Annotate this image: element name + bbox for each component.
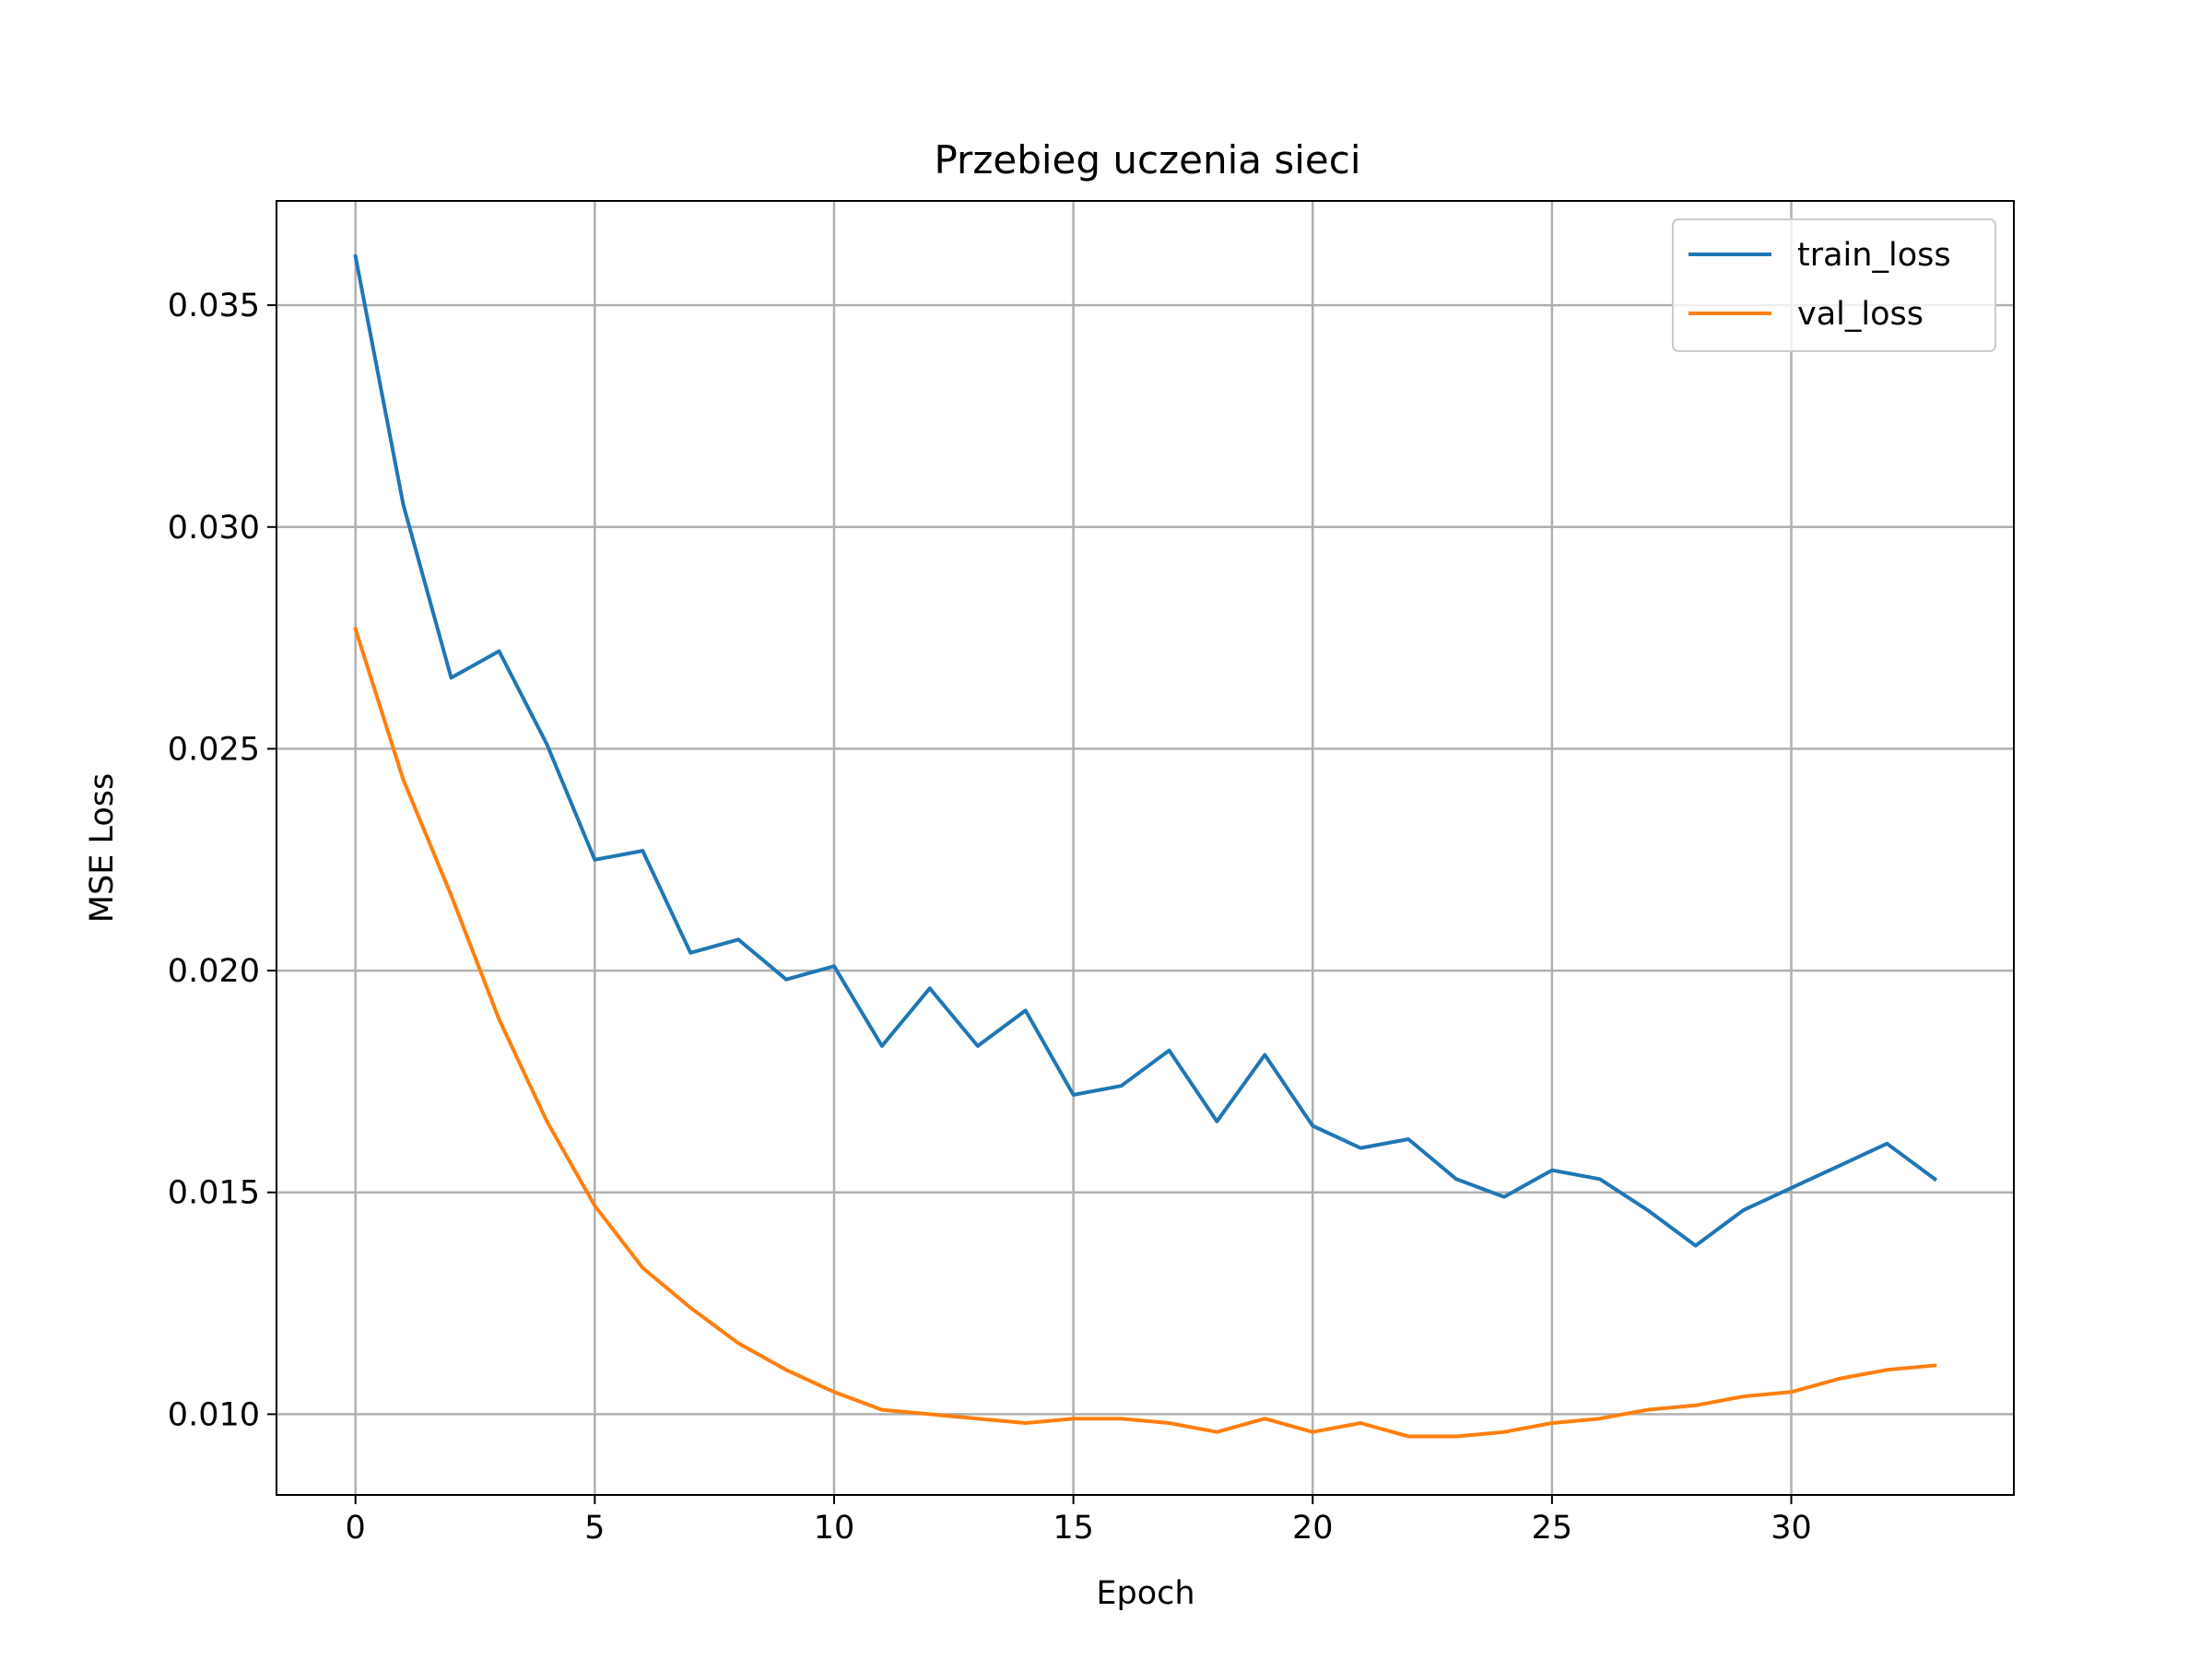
y-tick-label: 0.035 bbox=[168, 288, 260, 324]
y-axis-label: MSE Loss bbox=[84, 773, 121, 923]
grid bbox=[276, 201, 2014, 1495]
x-tick-label: 20 bbox=[1292, 1510, 1334, 1547]
plot-frame bbox=[276, 200, 2015, 1496]
series-lines bbox=[353, 253, 1938, 1439]
x-tick-label: 10 bbox=[814, 1510, 855, 1547]
x-tick-label: 15 bbox=[1053, 1510, 1094, 1547]
x-tick-label: 25 bbox=[1532, 1510, 1573, 1547]
y-tick-label: 0.015 bbox=[168, 1175, 260, 1212]
axis-ticks: 0 5 10 15 20 25 30 0.010 0.015 0.020 0.025 0.030 0.0… bbox=[168, 288, 1812, 1547]
y-tick-label: 0.025 bbox=[168, 731, 260, 768]
val_loss-line bbox=[353, 626, 1937, 1439]
legend-label-train_loss: train_loss bbox=[1797, 237, 1951, 274]
legend: train_loss val_loss bbox=[1672, 218, 1996, 352]
y-tick-label: 0.010 bbox=[168, 1396, 260, 1433]
legend-box bbox=[1672, 218, 1996, 352]
y-tick-label: 0.030 bbox=[168, 510, 260, 547]
chart-title: Przebieg uczenia sieci bbox=[934, 137, 1360, 182]
x-axis-label: Epoch bbox=[1096, 1575, 1194, 1612]
y-tick-label: 0.020 bbox=[168, 953, 260, 990]
x-tick-label: 5 bbox=[584, 1510, 605, 1547]
x-tick-label: 30 bbox=[1771, 1510, 1812, 1547]
x-tick-label: 0 bbox=[346, 1510, 366, 1547]
train_loss-line bbox=[353, 253, 1938, 1248]
legend-label-val_loss: val_loss bbox=[1797, 296, 1924, 333]
